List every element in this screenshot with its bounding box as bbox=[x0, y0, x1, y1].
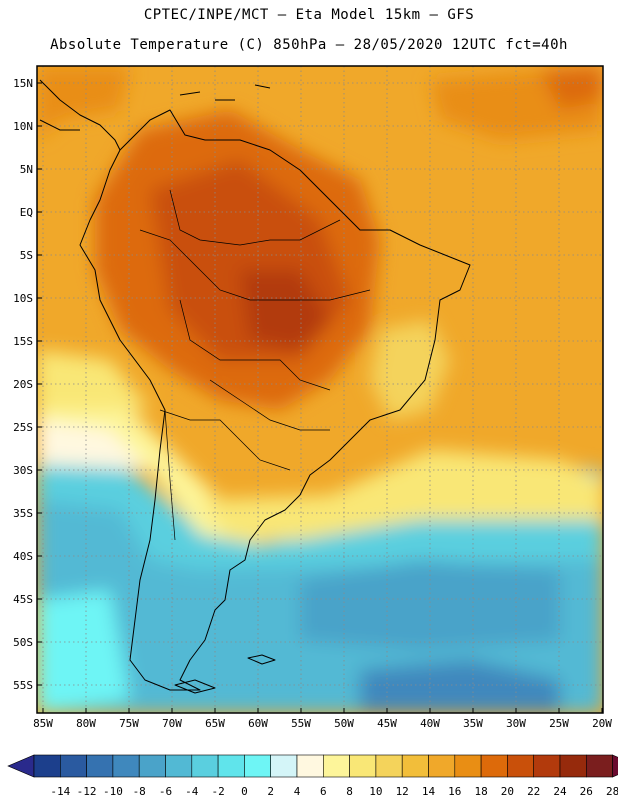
colorbar-swatch bbox=[87, 755, 113, 777]
colorbar-label: -6 bbox=[159, 785, 172, 798]
colorbar-min-arrow bbox=[8, 755, 34, 777]
colorbar-swatch bbox=[586, 755, 612, 777]
lon-tick-label: 50W bbox=[334, 717, 354, 730]
colorbar-swatch bbox=[113, 755, 139, 777]
lon-tick-label: 35W bbox=[463, 717, 483, 730]
colorbar-swatch bbox=[34, 755, 60, 777]
colorbar-label: 22 bbox=[527, 785, 540, 798]
lon-tick-label: 25W bbox=[549, 717, 569, 730]
colorbar-label: 16 bbox=[448, 785, 461, 798]
colorbar-label: 10 bbox=[369, 785, 382, 798]
colorbar-max-arrow bbox=[613, 755, 618, 777]
colorbar-swatch bbox=[507, 755, 533, 777]
colorbar-label: 24 bbox=[553, 785, 567, 798]
lon-tick-label: 55W bbox=[291, 717, 311, 730]
lon-tick-label: 65W bbox=[205, 717, 225, 730]
lat-tick-label: EQ bbox=[20, 206, 33, 219]
colorbar-swatch bbox=[271, 755, 297, 777]
lon-tick-label: 60W bbox=[248, 717, 268, 730]
colorbar-label: 4 bbox=[294, 785, 301, 798]
colorbar-swatch bbox=[350, 755, 376, 777]
colorbar-label: -12 bbox=[77, 785, 97, 798]
colorbar-label: 12 bbox=[396, 785, 409, 798]
colorbar-swatch bbox=[166, 755, 192, 777]
colorbar-label: -8 bbox=[133, 785, 146, 798]
temperature-map: 15N 10N 5N EQ 5S 10S 15S 20S 25S 30S 35S 40S 45S 50S 5… bbox=[0, 0, 618, 800]
lat-tick-label: 15N bbox=[13, 77, 33, 90]
colorbar-swatch bbox=[244, 755, 270, 777]
colorbar: -14 -12 -10 -8 -6 -4 -2 0 2 4 6 8 10 12 14 16 18 20 22 24 26… bbox=[8, 755, 618, 798]
lon-tick-label: 85W bbox=[33, 717, 53, 730]
lat-tick-label: 25S bbox=[13, 421, 33, 434]
colorbar-swatch bbox=[481, 755, 507, 777]
lon-tick-label: 80W bbox=[76, 717, 96, 730]
lon-tick-label: 40W bbox=[420, 717, 440, 730]
lon-tick-label: 75W bbox=[119, 717, 139, 730]
colorbar-label: -10 bbox=[103, 785, 123, 798]
colorbar-label: 28 bbox=[606, 785, 618, 798]
lat-tick-label: 55S bbox=[13, 679, 33, 692]
lat-tick-label: 40S bbox=[13, 550, 33, 563]
colorbar-swatch bbox=[323, 755, 349, 777]
lat-tick-label: 30S bbox=[13, 464, 33, 477]
colorbar-label: 26 bbox=[580, 785, 593, 798]
lat-tick-label: 50S bbox=[13, 636, 33, 649]
colorbar-swatch bbox=[429, 755, 455, 777]
lon-tick-label: 20W bbox=[592, 717, 612, 730]
colorbar-label: -14 bbox=[50, 785, 70, 798]
colorbar-label: 8 bbox=[346, 785, 353, 798]
colorbar-label: 18 bbox=[474, 785, 487, 798]
lat-tick-label: 35S bbox=[13, 507, 33, 520]
lat-tick-label: 5S bbox=[20, 249, 33, 262]
colorbar-swatch bbox=[218, 755, 244, 777]
colorbar-swatch bbox=[192, 755, 218, 777]
colorbar-label: 20 bbox=[501, 785, 514, 798]
lat-tick-label: 20S bbox=[13, 378, 33, 391]
colorbar-swatch bbox=[560, 755, 586, 777]
colorbar-swatch bbox=[297, 755, 323, 777]
lat-tick-label: 10N bbox=[13, 120, 33, 133]
colorbar-swatch bbox=[139, 755, 165, 777]
temperature-field bbox=[37, 66, 603, 713]
colorbar-label: 14 bbox=[422, 785, 436, 798]
colorbar-swatch bbox=[376, 755, 402, 777]
colorbar-swatch bbox=[60, 755, 86, 777]
lon-tick-label: 70W bbox=[162, 717, 182, 730]
colorbar-swatch bbox=[402, 755, 428, 777]
lon-tick-label: 45W bbox=[377, 717, 397, 730]
colorbar-label: -4 bbox=[185, 785, 199, 798]
colorbar-label: 0 bbox=[241, 785, 248, 798]
colorbar-label: -2 bbox=[211, 785, 224, 798]
lat-tick-label: 15S bbox=[13, 335, 33, 348]
colorbar-label: 2 bbox=[267, 785, 274, 798]
lat-tick-label: 10S bbox=[13, 292, 33, 305]
lat-tick-label: 5N bbox=[20, 163, 33, 176]
lon-tick-label: 30W bbox=[506, 717, 526, 730]
colorbar-swatch bbox=[534, 755, 560, 777]
colorbar-label: 6 bbox=[320, 785, 327, 798]
lat-tick-label: 45S bbox=[13, 593, 33, 606]
colorbar-swatch bbox=[455, 755, 481, 777]
